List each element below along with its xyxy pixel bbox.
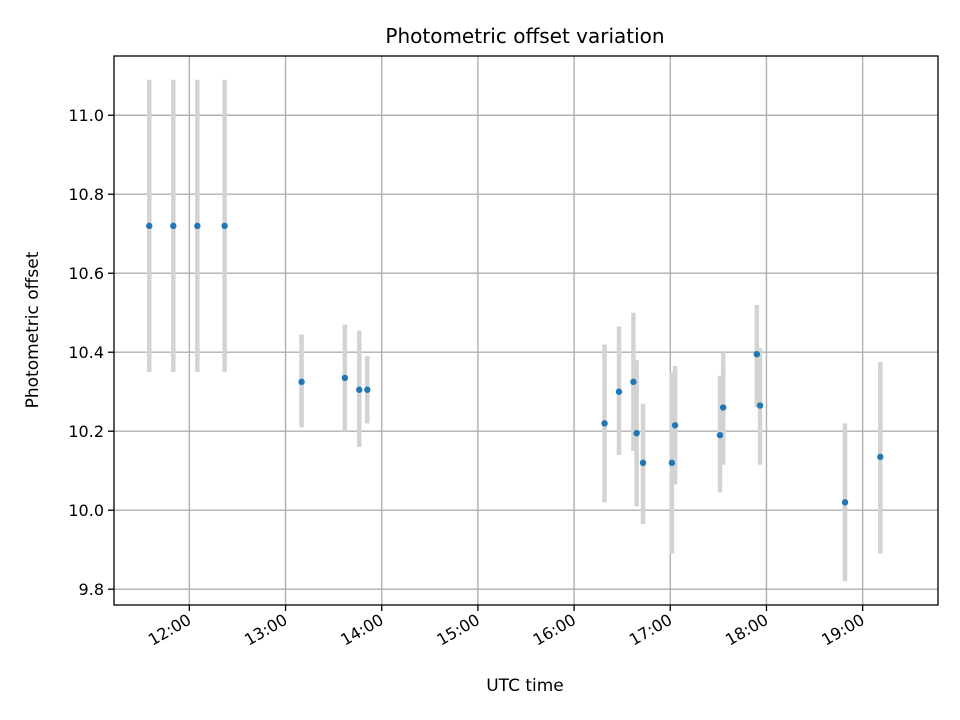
chart-title: Photometric offset variation bbox=[385, 24, 664, 48]
data-point bbox=[615, 388, 623, 395]
data-point bbox=[194, 222, 201, 230]
data-point bbox=[356, 386, 363, 393]
data-point bbox=[639, 459, 647, 467]
data-point bbox=[756, 402, 764, 409]
data-point bbox=[298, 378, 305, 386]
data-point bbox=[633, 429, 640, 437]
y-tick-label: 9.8 bbox=[79, 580, 104, 599]
data-point bbox=[716, 431, 724, 439]
y-tick-label: 11.0 bbox=[68, 106, 104, 125]
data-point bbox=[364, 386, 371, 393]
axes-frame bbox=[113, 55, 939, 606]
data-point bbox=[221, 222, 228, 230]
data-point bbox=[877, 453, 884, 461]
y-tick-label: 10.8 bbox=[68, 185, 104, 204]
y-axis-label: Photometric offset bbox=[23, 251, 43, 408]
data-point bbox=[630, 378, 637, 386]
y-tick-label: 10.6 bbox=[68, 264, 104, 283]
y-tick-label: 10.2 bbox=[68, 422, 104, 441]
data-point bbox=[753, 350, 761, 358]
data-point bbox=[719, 404, 727, 411]
y-tick-label: 10.4 bbox=[68, 343, 104, 362]
data-point bbox=[170, 222, 177, 230]
data-point bbox=[146, 222, 153, 230]
data-point bbox=[841, 499, 849, 506]
y-tick-label: 10.0 bbox=[68, 501, 104, 520]
data-point bbox=[341, 374, 349, 382]
data-point bbox=[668, 459, 676, 467]
data-point bbox=[671, 422, 679, 429]
data-point bbox=[601, 420, 608, 427]
x-axis-label: UTC time bbox=[486, 676, 564, 696]
